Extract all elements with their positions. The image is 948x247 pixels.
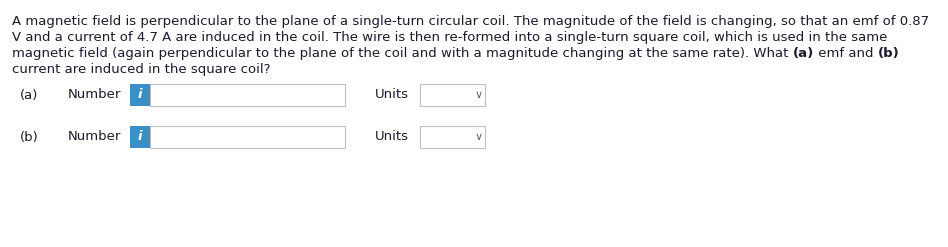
Text: V and a current of 4.7 A are induced in the coil. The wire is then re-formed int: V and a current of 4.7 A are induced in … xyxy=(12,31,887,44)
Text: ∨: ∨ xyxy=(475,132,483,142)
Text: Number: Number xyxy=(68,88,121,102)
Text: Number: Number xyxy=(68,130,121,144)
Bar xyxy=(130,126,150,148)
Text: Units: Units xyxy=(375,130,409,144)
Text: Units: Units xyxy=(375,88,409,102)
Text: current are induced in the square coil?: current are induced in the square coil? xyxy=(12,63,270,76)
Text: (b): (b) xyxy=(878,47,900,60)
Text: (b): (b) xyxy=(20,130,39,144)
Bar xyxy=(420,84,485,106)
Text: i: i xyxy=(137,130,142,144)
Bar xyxy=(420,126,485,148)
Bar xyxy=(130,84,150,106)
Text: A magnetic field is perpendicular to the plane of a single-turn circular coil. T: A magnetic field is perpendicular to the… xyxy=(12,15,929,28)
Text: (a): (a) xyxy=(793,47,814,60)
Bar xyxy=(150,126,345,148)
Text: magnetic field (again perpendicular to the plane of the coil and with a magnitud: magnetic field (again perpendicular to t… xyxy=(12,47,793,60)
Text: i: i xyxy=(137,88,142,102)
Text: (a): (a) xyxy=(20,88,38,102)
Bar xyxy=(150,84,345,106)
Text: emf and: emf and xyxy=(814,47,878,60)
Text: ∨: ∨ xyxy=(475,90,483,100)
